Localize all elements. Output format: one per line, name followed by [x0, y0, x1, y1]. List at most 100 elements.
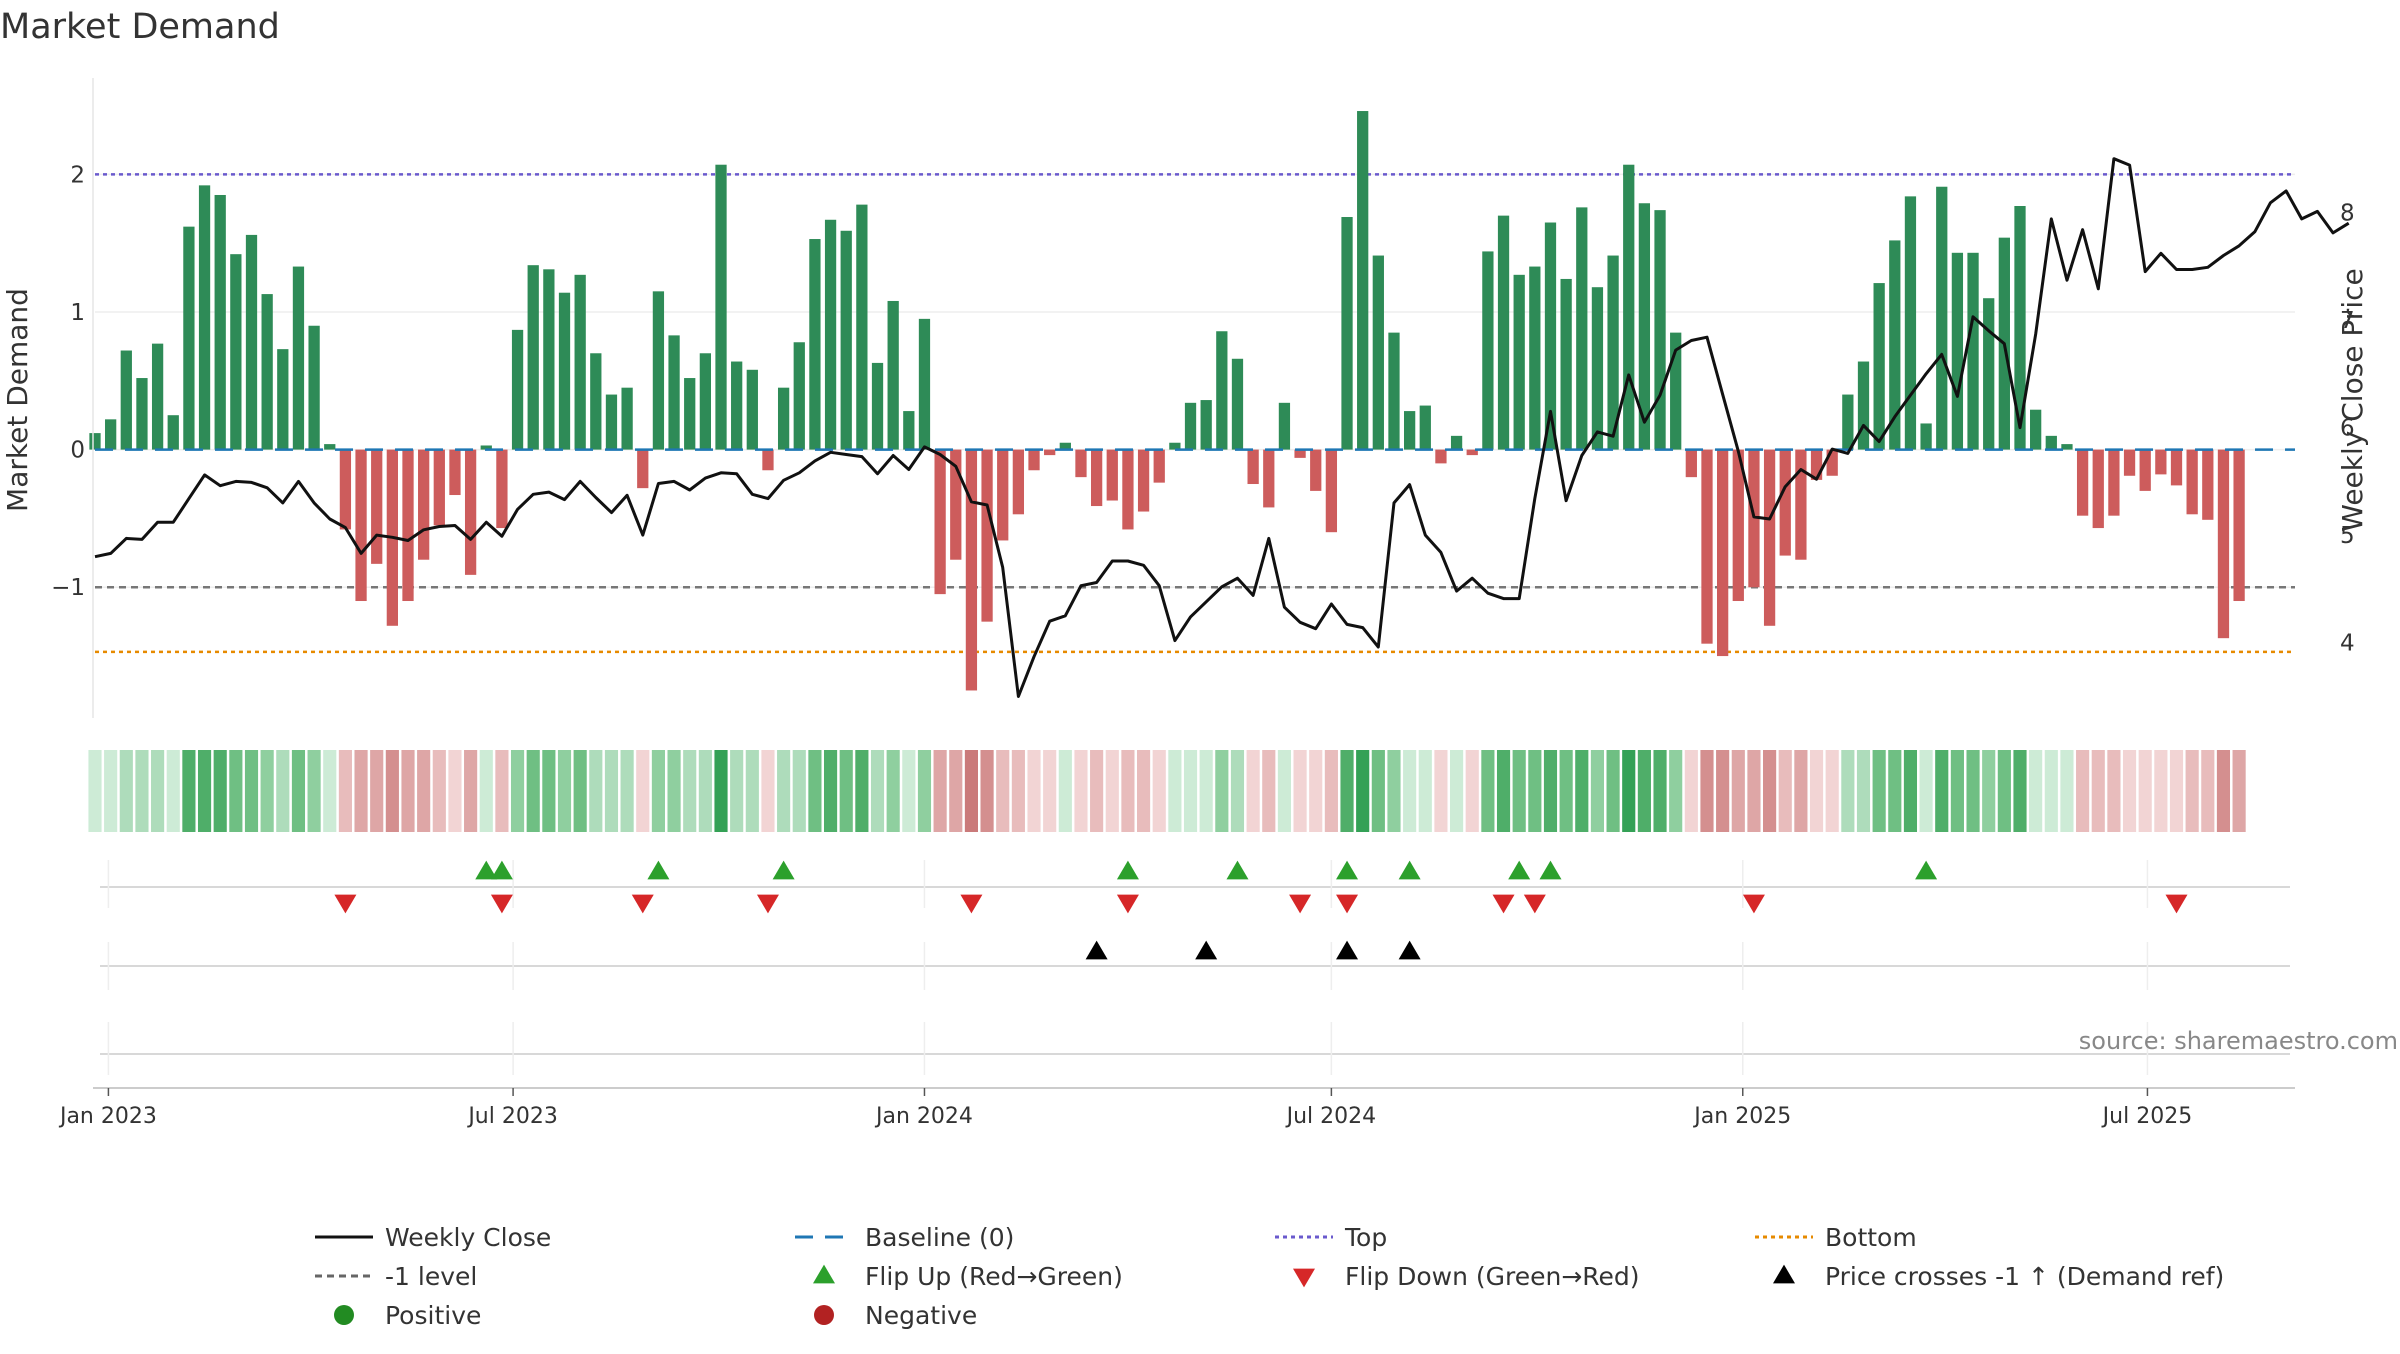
flip-up-marker [490, 860, 513, 880]
demand-bar [777, 387, 790, 450]
demand-bar [261, 294, 273, 450]
demand-bar [543, 269, 555, 450]
heat-cell [651, 750, 665, 832]
demand-bar [433, 449, 445, 526]
demand-bar [2217, 449, 2230, 639]
heat-cell [2044, 750, 2058, 832]
flip-down-marker [334, 894, 357, 914]
legend: Weekly Close Baseline (0) Top Bottom -1 leve… [315, 1223, 2224, 1330]
heat-cell [104, 750, 118, 832]
demand-bar [1028, 449, 1040, 471]
flip-down-marker [756, 894, 779, 914]
demand-bar [511, 329, 524, 450]
legend-item: Top [1275, 1223, 1387, 1252]
heat-cell [542, 750, 556, 832]
heat-cell [1387, 750, 1401, 832]
heat-cell [510, 750, 525, 832]
heat-cell [1340, 750, 1354, 832]
demand-bar [684, 378, 696, 450]
heat-cell [385, 750, 399, 832]
x-axis: Jan 2023 Jul 2023 Jan 2024 Jul 2024 Jan 2025… [58, 1087, 2295, 1129]
heat-cell [714, 750, 728, 832]
heat-cell [2216, 750, 2231, 832]
reference-lines [95, 173, 2295, 654]
heat-cell [1465, 750, 1479, 832]
heat-cell [886, 750, 900, 832]
demand-bar [1388, 332, 1400, 450]
heat-cell [2201, 750, 2215, 832]
heat-cell [401, 750, 415, 832]
legend-swatch [814, 1305, 834, 1325]
demand-bar [1936, 186, 1948, 450]
legend-swatch [1773, 1264, 1795, 1284]
demand-bar [277, 349, 289, 450]
heat-cell [1700, 750, 1714, 832]
legend-label: Bottom [1825, 1223, 1917, 1252]
legend-label: Baseline (0) [865, 1223, 1014, 1252]
demand-bar [230, 254, 242, 450]
demand-bar [496, 449, 508, 529]
flip-down-marker [1289, 894, 1312, 914]
demand-bar [464, 449, 477, 575]
demand-bar [1404, 411, 1416, 450]
demand-bar [1717, 449, 1729, 657]
heat-cell [135, 750, 149, 832]
flip-up-marker [1116, 860, 1139, 880]
demand-bar [1732, 449, 1744, 602]
demand-bar [1560, 278, 1572, 450]
demand-heat-strip [88, 750, 2246, 832]
y-left-tick-label: −1 [51, 575, 85, 601]
demand-bar [1904, 196, 1917, 450]
legend-swatch [813, 1264, 835, 1284]
demand-bar [1231, 358, 1244, 450]
demand-bar [762, 449, 774, 471]
demand-bar [731, 361, 743, 450]
heat-cell [808, 750, 822, 832]
x-tick-label: Jan 2025 [1692, 1104, 1791, 1129]
heat-cell [870, 750, 885, 832]
demand-bar [1779, 449, 1791, 556]
heat-cell [370, 750, 384, 832]
y-right-tick-label: 5 [2340, 523, 2355, 549]
demand-bar [1544, 222, 1557, 450]
heat-cell [1168, 750, 1182, 832]
heat-cell [1747, 750, 1761, 832]
heat-cell [777, 750, 791, 832]
demand-bar [652, 291, 665, 450]
heat-cell [526, 750, 540, 832]
heat-cell [745, 750, 759, 832]
legend-label: Negative [865, 1301, 977, 1330]
x-tick-label: Jan 2024 [874, 1104, 973, 1129]
demand-bar [590, 353, 602, 450]
heat-cell [2122, 750, 2137, 832]
heat-cell [229, 750, 243, 832]
x-tick-label: Jul 2023 [466, 1104, 558, 1129]
price-line-layer [94, 157, 2350, 698]
demand-bar [1685, 449, 1697, 478]
demand-bar [1372, 255, 1384, 450]
demand-bar [1263, 449, 1275, 508]
demand-bar [558, 292, 571, 450]
heat-cell [1872, 750, 1886, 832]
demand-bar [1763, 449, 1776, 626]
heat-cell [182, 750, 196, 832]
demand-bar [1826, 449, 1838, 476]
demand-bar [1137, 449, 1150, 512]
heat-cell [1888, 750, 1902, 832]
demand-bar [2061, 444, 2073, 450]
heat-cell [495, 750, 509, 832]
demand-bar [1184, 402, 1197, 450]
heat-cell [683, 750, 697, 832]
legend-item: Baseline (0) [795, 1223, 1014, 1252]
flip-down-marker [490, 894, 513, 914]
heat-cell [197, 750, 212, 832]
heat-cell [1074, 750, 1088, 832]
demand-bar [1967, 252, 1979, 450]
heat-cell [1606, 750, 1620, 832]
demand-bar [105, 419, 117, 450]
demand-bar [198, 185, 211, 450]
demand-bar [418, 449, 430, 560]
demand-bar [793, 342, 805, 450]
heat-cell [1293, 750, 1307, 832]
